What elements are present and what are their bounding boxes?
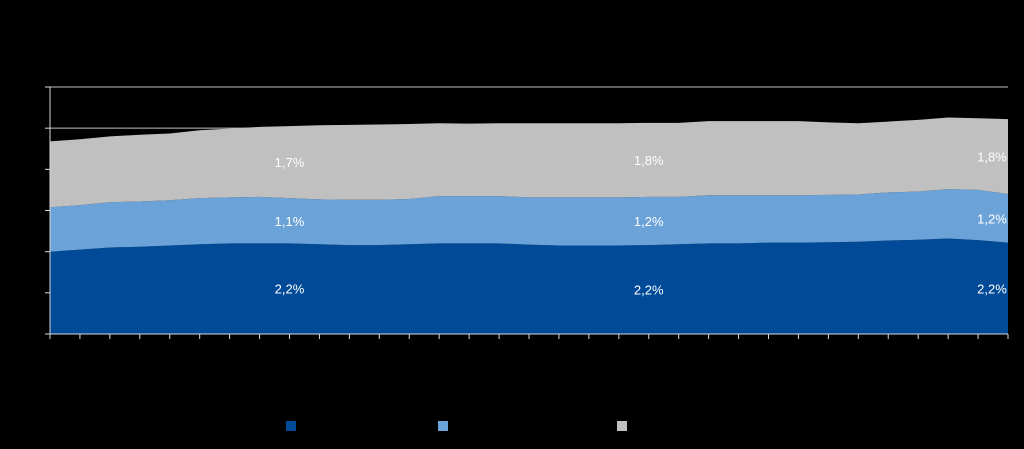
chart-data-labels: 2,2% 2,2% 2,2% 1,1% 1,2% 1,2% 1,7% 1,8% 1,8%	[275, 150, 1008, 298]
legend-item-series-2	[438, 419, 454, 433]
legend	[0, 419, 1024, 433]
area-series-1	[50, 238, 1008, 334]
legend-swatch-series-2	[438, 421, 448, 431]
data-label-series-2-2: 1,2%	[634, 214, 664, 229]
data-label-series-3-1: 1,7%	[275, 155, 305, 170]
area-series-2	[50, 189, 1008, 252]
chart-areas	[50, 117, 1008, 334]
data-label-series-1-1: 2,2%	[275, 282, 305, 297]
data-label-series-1-3: 2,2%	[977, 281, 1007, 296]
chart-axes	[45, 86, 1009, 339]
data-label-series-1-2: 2,2%	[634, 283, 664, 298]
legend-swatch-series-1	[286, 421, 296, 431]
data-label-series-2-1: 1,1%	[275, 214, 305, 229]
data-label-series-2-3: 1,2%	[977, 211, 1007, 226]
data-label-series-3-2: 1,8%	[634, 153, 664, 168]
legend-swatch-series-3	[617, 421, 627, 431]
data-label-series-3-3: 1,8%	[977, 150, 1007, 165]
legend-item-series-1	[286, 419, 302, 433]
area-series-3	[50, 117, 1008, 208]
legend-item-series-3	[617, 419, 633, 433]
